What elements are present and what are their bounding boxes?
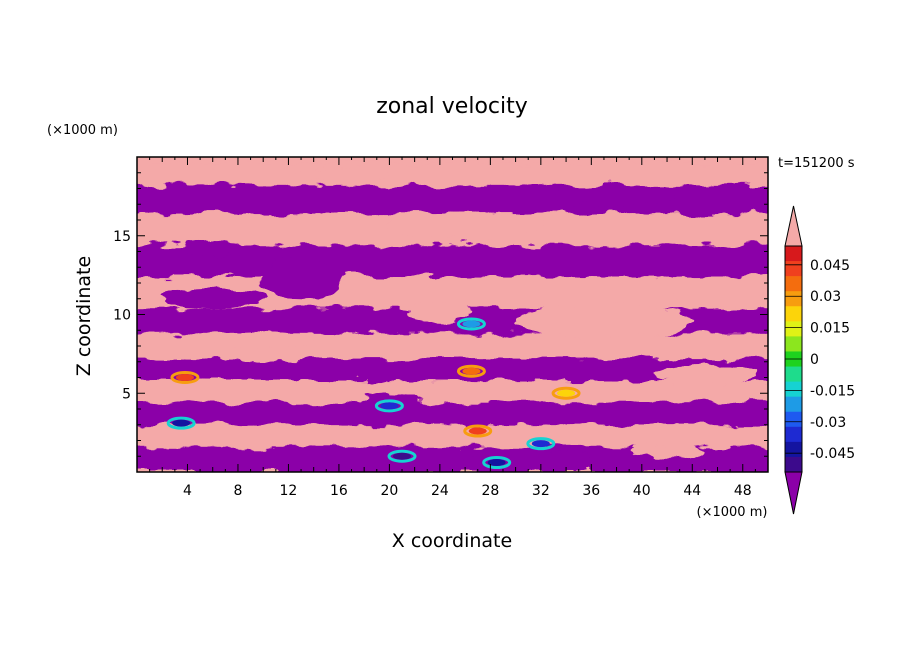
y-unit-label: (×1000 m) xyxy=(47,123,118,138)
colorbar-segment-7 xyxy=(785,336,802,352)
x-tick-label-40: 40 xyxy=(633,483,651,499)
x-tick-label-28: 28 xyxy=(481,483,499,499)
field-band-0 xyxy=(137,163,768,186)
colorbar-segment-3 xyxy=(785,276,802,292)
colorbar-label-3: 0 xyxy=(810,352,819,368)
extreme-ring-5 xyxy=(374,399,404,413)
extreme-ring-3 xyxy=(387,449,417,463)
y-axis-label: Z coordinate xyxy=(73,256,95,376)
colorbar-bottom-arrow xyxy=(784,471,803,515)
extreme-core-2 xyxy=(487,459,506,467)
field-blob-6 xyxy=(162,289,264,309)
colorbar: 0.045 0.03 0.015 0 -0.015 -0.03 -0.045 xyxy=(784,205,855,515)
extreme-ring-0 xyxy=(170,371,200,384)
extreme-ring-4 xyxy=(526,437,556,451)
y-axis: 5 10 15 xyxy=(113,172,768,457)
x-tick-label-4: 4 xyxy=(183,483,192,499)
field-blob-5 xyxy=(515,303,693,339)
colorbar-label-1: 0.03 xyxy=(810,289,841,305)
extreme-core-8 xyxy=(468,427,487,435)
x-tick-label-8: 8 xyxy=(233,483,242,499)
extreme-ring-6 xyxy=(456,317,486,331)
colorbar-segment-13 xyxy=(785,426,802,443)
colorbar-label-2: 0.015 xyxy=(810,321,850,337)
colorbar-segment-2 xyxy=(785,261,802,277)
x-unit-label: (×1000 m) xyxy=(697,505,768,520)
extreme-ring-2 xyxy=(482,456,512,470)
time-label: t=151200 s xyxy=(778,156,855,171)
colorbar-segment-14 xyxy=(785,441,802,458)
field-blob-3 xyxy=(673,275,762,307)
field-blob-11 xyxy=(629,443,705,460)
field-blob-10 xyxy=(654,364,756,384)
x-tick-label-16: 16 xyxy=(330,483,348,499)
extreme-core-7 xyxy=(172,419,191,427)
field-blob-12 xyxy=(181,240,245,257)
extreme-ring-8 xyxy=(463,424,493,438)
field-band-10 xyxy=(137,424,768,447)
field-blob-13 xyxy=(288,166,390,183)
extreme-ring-7 xyxy=(166,416,196,430)
extreme-core-9 xyxy=(557,389,576,397)
field-blob-0 xyxy=(260,257,342,299)
extreme-core-5 xyxy=(380,402,399,410)
extreme-core-1 xyxy=(462,367,481,375)
x-tick-label-36: 36 xyxy=(582,483,600,499)
y-tick-label-5: 5 xyxy=(122,386,131,402)
field-band-7 xyxy=(137,358,768,381)
field-band-1 xyxy=(137,185,768,214)
colorbar-top-arrow xyxy=(784,205,803,247)
x-tick-label-44: 44 xyxy=(683,483,701,499)
field-blob-4 xyxy=(408,303,472,323)
chart-title: zonal velocity xyxy=(376,94,528,119)
colorbar-segment-4 xyxy=(785,291,802,307)
field-band-9 xyxy=(137,402,768,425)
colorbar-label-0: 0.045 xyxy=(810,258,850,274)
colorbar-label-5: -0.03 xyxy=(810,415,846,431)
extreme-core-6 xyxy=(462,320,481,328)
x-axis-label: X coordinate xyxy=(392,530,512,552)
extreme-core-3 xyxy=(393,452,412,460)
extreme-ring-9 xyxy=(551,386,581,400)
velocity-field xyxy=(137,157,768,472)
colorbar-segment-10 xyxy=(785,381,802,398)
x-tick-label-12: 12 xyxy=(280,483,298,499)
x-tick-label-48: 48 xyxy=(734,483,752,499)
x-tick-label-24: 24 xyxy=(431,483,449,499)
extreme-core-4 xyxy=(531,440,550,448)
x-tick-label-32: 32 xyxy=(532,483,550,499)
x-tick-label-20: 20 xyxy=(380,483,398,499)
colorbar-segment-12 xyxy=(785,411,802,428)
field-blob-1 xyxy=(383,213,548,239)
field-blob-2 xyxy=(553,183,680,206)
colorbar-segment-9 xyxy=(785,366,802,383)
field-band-8 xyxy=(137,380,768,403)
colorbar-segment-5 xyxy=(785,306,802,322)
colorbar-segment-11 xyxy=(785,396,802,413)
extreme-ring-1 xyxy=(456,364,486,378)
extreme-core-0 xyxy=(175,374,194,381)
field-band-6 xyxy=(137,333,768,359)
x-axis: 4 8 12 16 20 24 28 32 36 40 44 48 xyxy=(149,157,756,499)
y-tick-label-10: 10 xyxy=(113,308,131,324)
colorbar-label-6: -0.045 xyxy=(810,446,855,462)
colorbar-segment-1 xyxy=(785,246,802,262)
colorbar-label-4: -0.015 xyxy=(810,383,855,399)
field-blob-7 xyxy=(212,331,314,351)
colorbar-segment-15 xyxy=(785,456,802,473)
y-tick-label-15: 15 xyxy=(113,229,131,245)
colorbar-segment-6 xyxy=(785,321,802,337)
